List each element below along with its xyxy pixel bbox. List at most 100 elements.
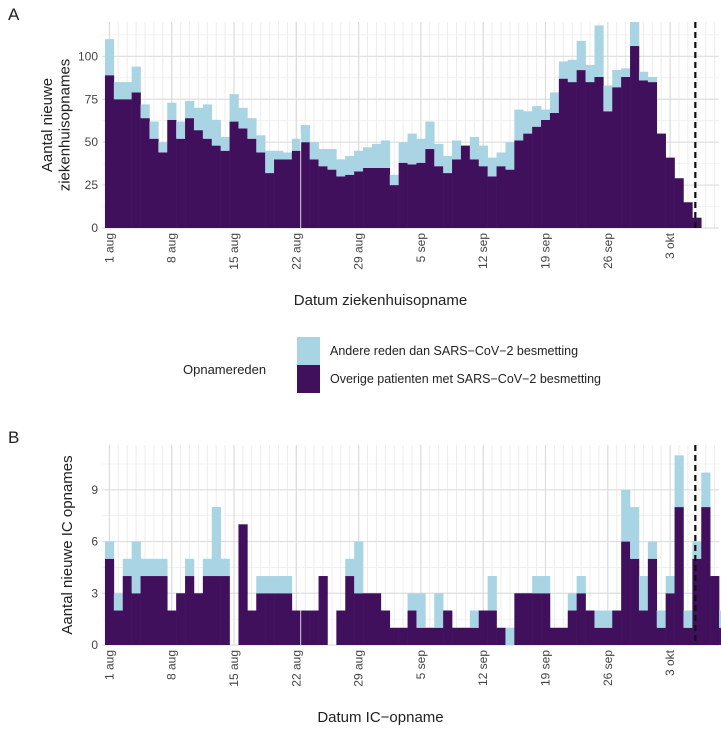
bar-segment-overige [354, 171, 364, 228]
bar-segment-overige [380, 610, 391, 645]
bar-segment-overige [425, 149, 435, 228]
bar-segment-overige [300, 610, 310, 645]
bar-segment-overige [229, 121, 239, 228]
bar-segment-andere-reden [443, 155, 453, 174]
legend-swatch [297, 365, 320, 393]
bar-segment-overige [371, 593, 382, 645]
bar-segment-andere-reden [149, 558, 159, 577]
bar-segment-overige [282, 159, 293, 228]
bar-segment-overige [389, 185, 399, 228]
bar-segment-overige [496, 166, 506, 228]
bar-segment-overige [478, 610, 488, 645]
bar-segment-overige [274, 593, 284, 645]
bar-segment-andere-reden [318, 149, 328, 167]
bar-segment-overige [630, 558, 640, 645]
x-tick-label: 15 aug [227, 650, 241, 687]
bar-segment-overige [407, 164, 417, 228]
bar-segment-overige [674, 178, 684, 228]
bar-segment-overige [256, 593, 266, 645]
x-tick-label: 29 aug [352, 233, 366, 270]
bar-segment-andere-reden [274, 576, 284, 594]
x-tick-label: 19 sep [539, 650, 553, 686]
bar-segment-overige [345, 174, 355, 228]
bar-segment-andere-reden [532, 576, 542, 594]
bar-segment-andere-reden [256, 135, 266, 153]
bar-segment-overige [487, 176, 497, 228]
bar-segment-overige [407, 610, 417, 645]
bar-segment-overige [131, 593, 141, 645]
bar-segment-overige [140, 576, 150, 645]
bar-segment-overige [612, 87, 622, 228]
x-tick-label: 1 aug [102, 650, 116, 680]
bar-segment-andere-reden [274, 150, 284, 160]
bar-segment-andere-reden [505, 142, 515, 170]
bar-segment-overige [265, 593, 275, 645]
bar-segment-andere-reden [167, 102, 177, 120]
bar-segment-andere-reden [541, 576, 551, 594]
bar-segment-overige [514, 140, 524, 228]
y-axis-title-line: Aantal nieuwe [39, 78, 56, 172]
bar-segment-overige [282, 593, 293, 645]
bar-segment-overige [674, 507, 684, 645]
bar-segment-overige [469, 159, 480, 228]
bar-segment-andere-reden [220, 137, 230, 151]
legend-label: Andere reden dan SARS−CoV−2 besmetting [330, 344, 578, 358]
bar-segment-andere-reden [371, 143, 382, 168]
bar-segment-andere-reden [638, 71, 649, 81]
bar-segment-andere-reden [567, 59, 577, 83]
bar-segment-andere-reden [496, 152, 506, 167]
x-tick-label: 12 sep [476, 233, 490, 269]
bar-segment-overige [567, 610, 577, 645]
bar-segment-andere-reden [104, 541, 115, 559]
bar-segment-overige [541, 593, 551, 645]
bar-segment-andere-reden [523, 111, 533, 134]
bar-segment-overige [167, 610, 177, 645]
y-tick-label: 9 [91, 483, 98, 497]
x-tick-label: 22 aug [289, 233, 303, 270]
bar-segment-andere-reden [211, 119, 221, 146]
bar-segment-overige [425, 627, 435, 645]
bar-segment-andere-reden [265, 576, 275, 594]
bar-segment-overige [416, 627, 426, 645]
x-tick-label: 15 aug [227, 233, 241, 270]
bar-segment-overige [532, 593, 542, 645]
bar-segment-andere-reden [220, 558, 230, 577]
y-tick-label: 3 [91, 586, 98, 600]
x-tick-label: 8 aug [165, 233, 179, 263]
y-tick-label: 0 [91, 221, 98, 235]
y-tick-label: 6 [91, 535, 98, 549]
bar-segment-overige [122, 576, 132, 645]
bar-segment-andere-reden [585, 64, 595, 83]
bar-segment-overige [149, 576, 159, 645]
bar-segment-andere-reden [122, 82, 132, 100]
x-tick-label: 5 sep [414, 233, 428, 263]
bar-segment-andere-reden [389, 174, 399, 186]
bar-segment-overige [274, 159, 284, 228]
bar-segment-overige [211, 145, 221, 228]
bar-segment-overige [576, 593, 586, 645]
bar-segment-overige [692, 558, 702, 645]
bar-segment-overige [363, 593, 373, 645]
bar-segment-andere-reden [478, 145, 488, 167]
bar-segment-andere-reden [113, 82, 124, 100]
bar-segment-overige [594, 627, 604, 645]
bar-segment-overige [719, 627, 721, 645]
bar-segment-andere-reden [309, 142, 319, 160]
bar-segment-andere-reden [701, 472, 711, 508]
bar-segment-andere-reden [104, 39, 115, 76]
bar-segment-andere-reden [265, 150, 275, 174]
bar-segment-overige [140, 118, 150, 228]
bar-segment-andere-reden [469, 610, 480, 628]
bar-segment-overige [594, 76, 604, 228]
bar-segment-andere-reden [407, 593, 417, 611]
bar-segment-overige [398, 162, 408, 228]
bar-segment-overige [193, 593, 204, 645]
bar-segment-overige [585, 610, 595, 645]
bar-segment-andere-reden [549, 92, 560, 113]
bar-segment-overige [710, 576, 720, 645]
x-tick-label: 19 sep [539, 233, 553, 269]
bar-segment-overige [701, 507, 711, 645]
x-tick-label: 8 aug [165, 650, 179, 680]
bar-segment-andere-reden [238, 107, 248, 129]
bar-segment-overige [265, 173, 275, 228]
